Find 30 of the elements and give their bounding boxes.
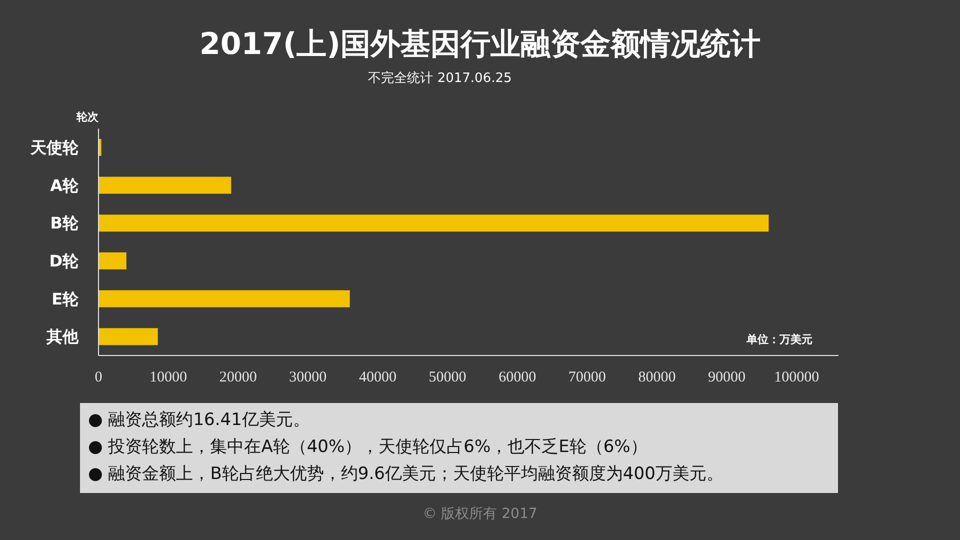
chart-subtitle: 不完全统计 2017.06.25: [367, 70, 513, 88]
bar: [98, 290, 350, 308]
text: ● 融资总额约16.41亿美元。: [88, 409, 311, 432]
y-tick-label: 其他: [46, 327, 80, 346]
x-tick-label: 60000: [498, 370, 536, 386]
bar: [98, 328, 158, 346]
x-tick-label: 40000: [358, 370, 396, 386]
y-tick-label: A轮: [50, 176, 80, 195]
x-tick-label: 50000: [428, 370, 466, 386]
bar: [98, 214, 769, 232]
x-tick-label: 70000: [568, 370, 606, 386]
y-tick-label: E轮: [52, 289, 80, 308]
chart-title: 2017(上)国外基因行业融资金额情况统计: [198, 26, 762, 64]
x-tick-label: 80000: [638, 370, 676, 386]
y-axis-title: 轮次: [76, 110, 100, 124]
x-tick-label: 10000: [150, 370, 188, 386]
bar: [98, 252, 126, 270]
x-tick-label: 90000: [708, 370, 746, 386]
y-tick-label: B轮: [50, 214, 80, 233]
bar: [98, 176, 232, 194]
y-tick-label: 天使轮: [30, 138, 80, 157]
text: © 版权所有 2017: [422, 505, 538, 524]
y-tick-label: D轮: [49, 251, 80, 270]
text: ● 投资轮数上，集中在A轮（40%），天使轮仅占6%，也不乏E轮（6%）: [88, 436, 648, 459]
x-tick-label: 100000: [774, 370, 820, 386]
x-tick-label: 0: [94, 370, 102, 386]
x-axis-title: 单位：万美元: [746, 333, 812, 346]
text: ● 融资金额上，B轮占绝大优势，约9.6亿美元；天使轮平均融资额度为400万美元。: [88, 463, 724, 486]
x-tick-label: 20000: [219, 370, 257, 386]
x-tick-label: 30000: [289, 370, 327, 386]
